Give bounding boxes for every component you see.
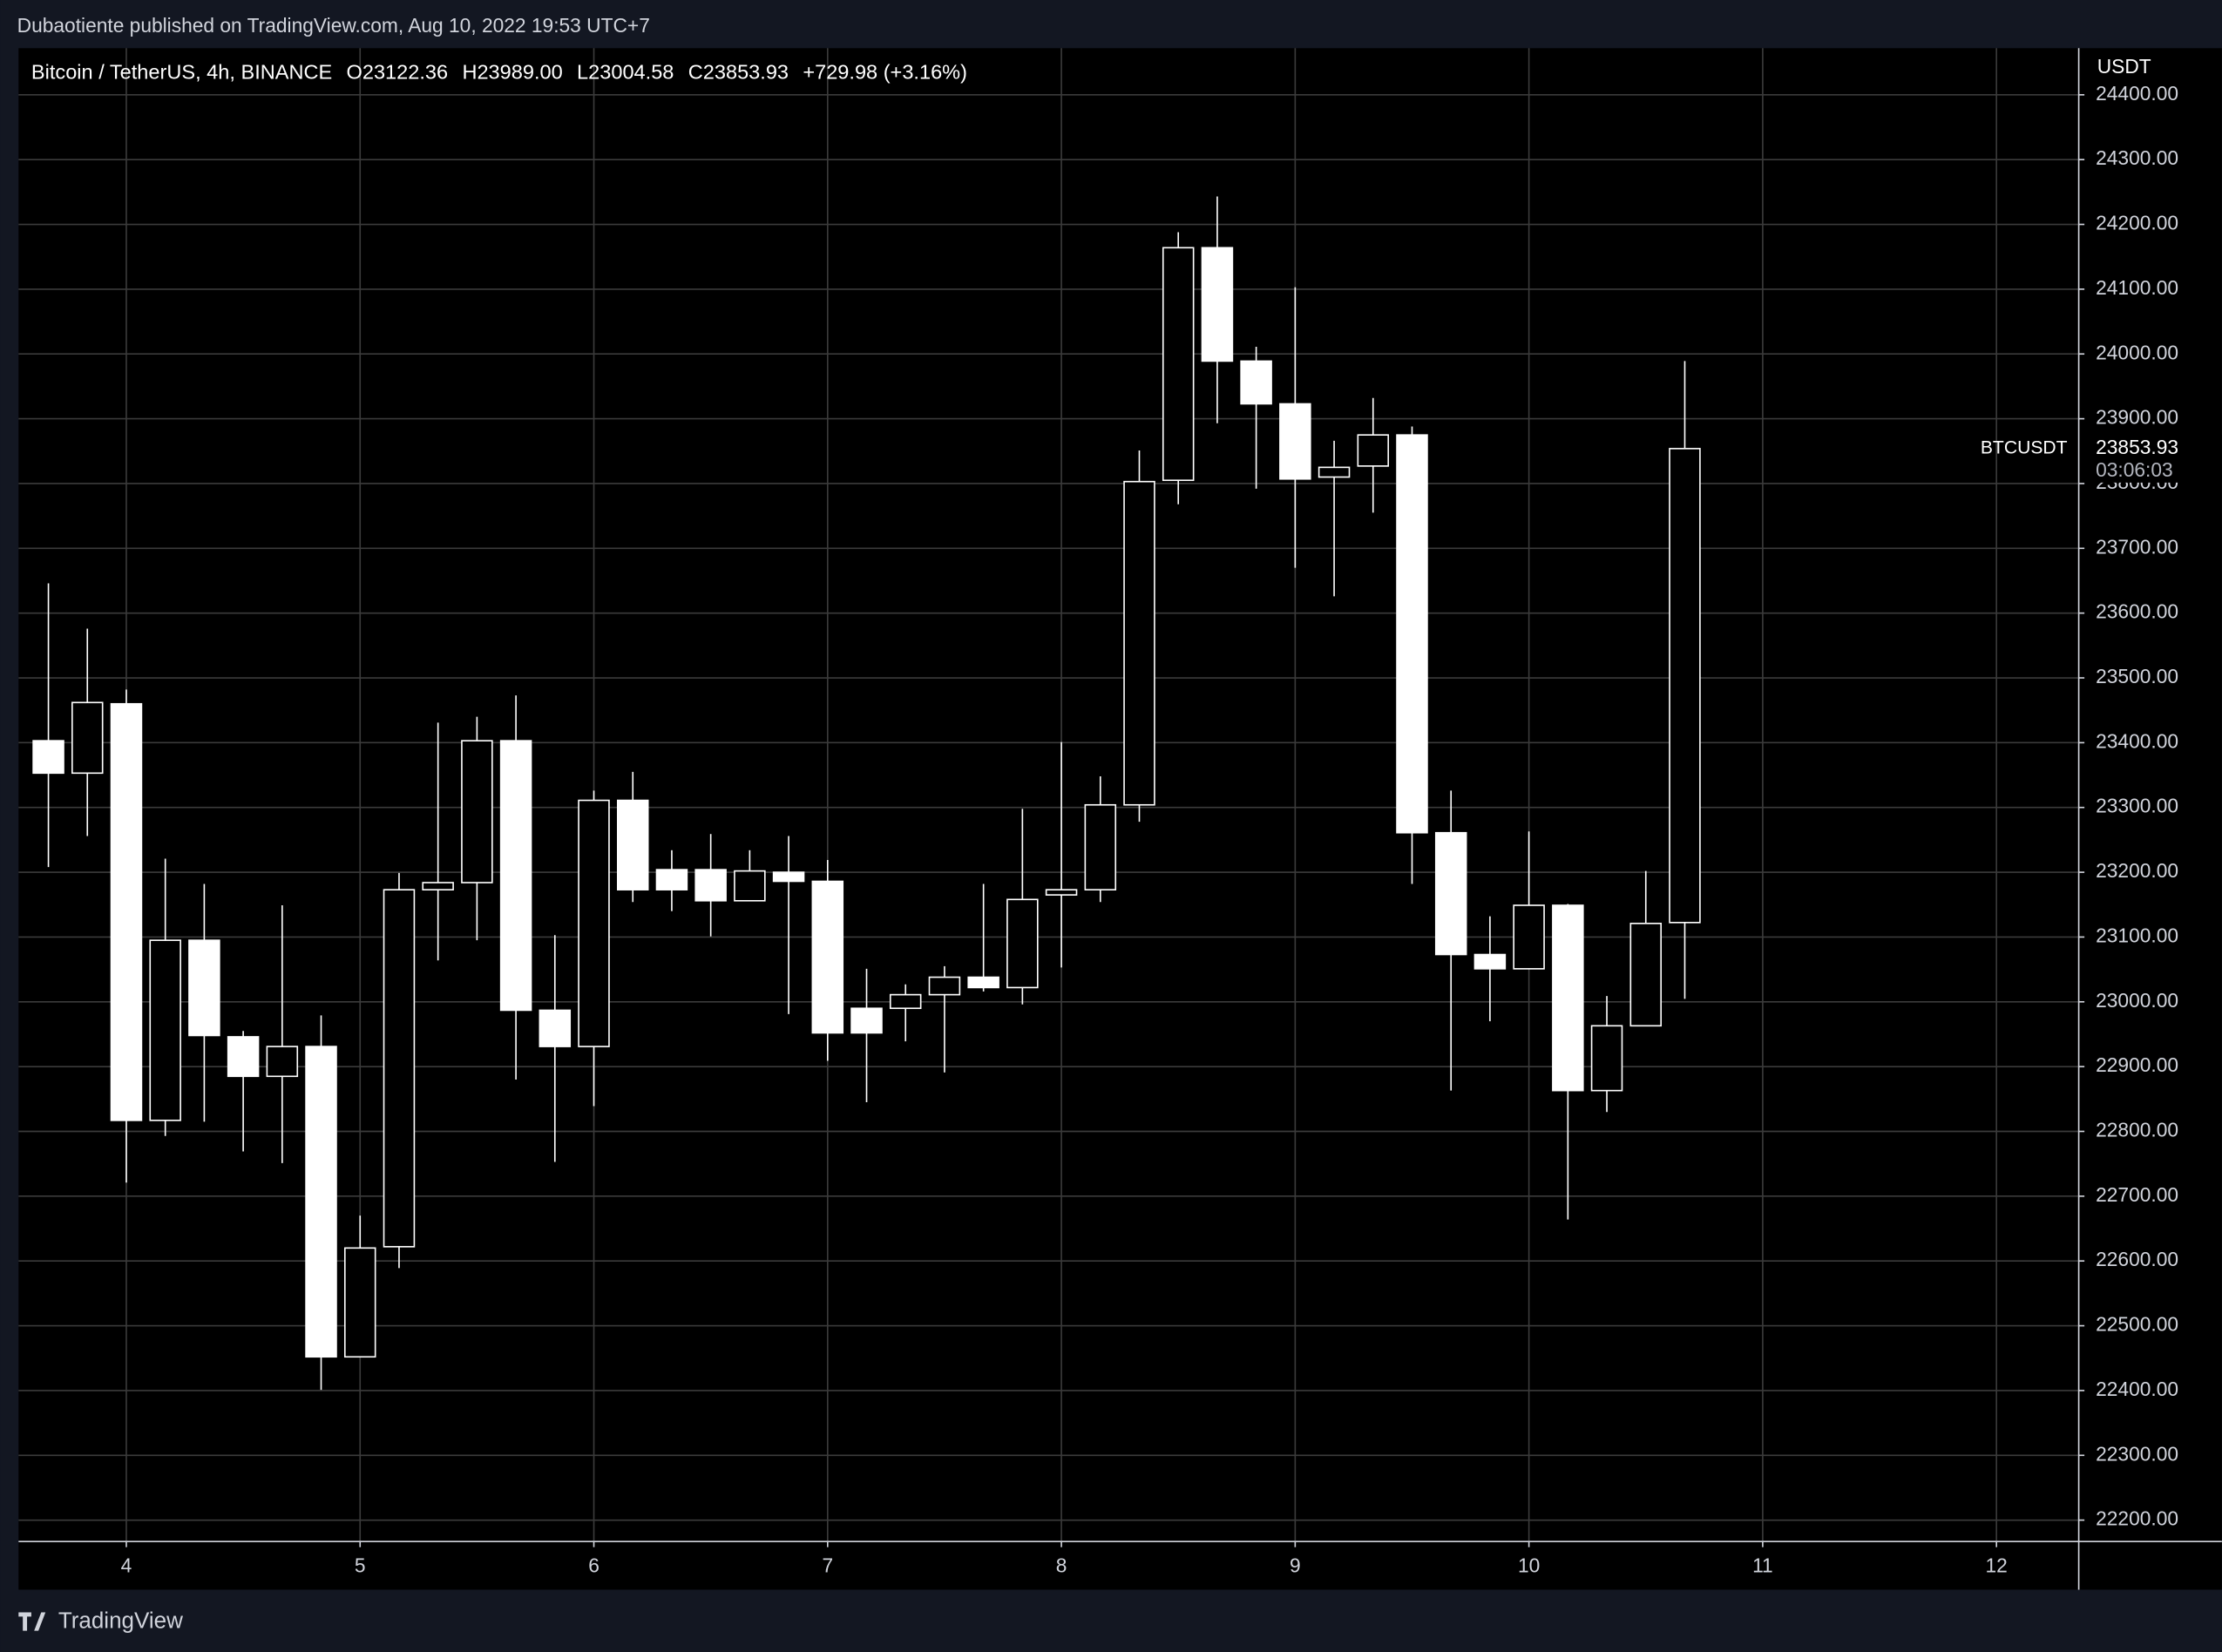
candle-body bbox=[1669, 448, 1701, 924]
legend-item: C23853.93 bbox=[688, 61, 789, 84]
candle-body bbox=[188, 939, 220, 1037]
y-tick-label: 22900.00 bbox=[2096, 1053, 2178, 1076]
y-tick-label: 22800.00 bbox=[2096, 1119, 2178, 1141]
y-tick-label: 23100.00 bbox=[2096, 924, 2178, 946]
candle-body bbox=[227, 1036, 260, 1078]
candle-body bbox=[1162, 247, 1195, 482]
legend-item: +729.98 (+3.16%) bbox=[803, 61, 967, 84]
candle-body bbox=[1240, 360, 1272, 405]
brand-logo bbox=[18, 1612, 46, 1631]
x-tick-label: 6 bbox=[588, 1554, 600, 1576]
price-unit: USDT bbox=[2097, 55, 2151, 78]
x-tick-label: 8 bbox=[1056, 1554, 1067, 1576]
candle-body bbox=[772, 871, 805, 883]
symbol-legend: Bitcoin / TetherUS, 4h, BINANCE O23122.3… bbox=[31, 61, 967, 84]
candle-body bbox=[71, 701, 104, 775]
candle-body bbox=[1084, 803, 1117, 890]
y-tick-label: 23300.00 bbox=[2096, 795, 2178, 817]
y-tick-label: 23700.00 bbox=[2096, 535, 2178, 558]
x-tick-label: 11 bbox=[1752, 1554, 1773, 1576]
y-tick-label: 22400.00 bbox=[2096, 1378, 2178, 1400]
y-tick-label: 24000.00 bbox=[2096, 341, 2178, 363]
legend-item: L23004.58 bbox=[577, 61, 674, 84]
candle-body bbox=[1396, 434, 1428, 834]
legend-item: H23989.00 bbox=[462, 61, 562, 84]
candles bbox=[32, 196, 1701, 1391]
brand-name: TradingView bbox=[58, 1608, 183, 1634]
candle-body bbox=[1123, 480, 1155, 806]
candle-body bbox=[110, 702, 143, 1121]
candle-body bbox=[734, 870, 766, 902]
candle-body bbox=[1552, 904, 1584, 1092]
candle-body bbox=[1201, 247, 1234, 362]
candle-body bbox=[422, 882, 454, 890]
candle-body bbox=[539, 1009, 572, 1047]
candle-body bbox=[1590, 1025, 1623, 1092]
y-tick-label: 23200.00 bbox=[2096, 859, 2178, 882]
x-tick-label: 10 bbox=[1518, 1554, 1540, 1576]
y-tick-label: 22700.00 bbox=[2096, 1183, 2178, 1206]
candle-body bbox=[149, 939, 181, 1121]
candle-body bbox=[889, 993, 922, 1010]
candle-body bbox=[343, 1247, 376, 1358]
y-tick-label: 22500.00 bbox=[2096, 1313, 2178, 1336]
y-tick-label: 23500.00 bbox=[2096, 665, 2178, 687]
candle-body bbox=[1629, 923, 1663, 1027]
x-tick-label: 5 bbox=[355, 1554, 366, 1576]
candle-body bbox=[32, 740, 64, 775]
publish-title: Dubaotiente published on TradingView.com… bbox=[17, 14, 650, 37]
candle-body bbox=[1357, 434, 1390, 467]
candle-body bbox=[266, 1046, 299, 1078]
y-tick-label: 24300.00 bbox=[2096, 146, 2178, 169]
candle-body bbox=[616, 799, 649, 890]
brand: TradingView bbox=[18, 1608, 183, 1634]
candle-body bbox=[967, 976, 999, 989]
axes: 24400.00 24300.00 24200.00 24100.00 24000.00… bbox=[121, 82, 2222, 1576]
y-tick-label: 22300.00 bbox=[2096, 1442, 2178, 1465]
candle-body bbox=[850, 1007, 883, 1034]
candle-body bbox=[1473, 953, 1507, 970]
y-tick-label: 23000.00 bbox=[2096, 989, 2178, 1012]
y-tick-label: 24100.00 bbox=[2096, 276, 2178, 299]
candle-body bbox=[1513, 904, 1545, 970]
y-tick-label: 23400.00 bbox=[2096, 729, 2178, 752]
x-tick-label: 7 bbox=[822, 1554, 833, 1576]
candle-body bbox=[499, 740, 532, 1012]
y-tick-label: 24400.00 bbox=[2096, 82, 2178, 105]
candle-body bbox=[1045, 889, 1078, 896]
y-tick-label: 22200.00 bbox=[2096, 1507, 2178, 1530]
y-tick-label: 24200.00 bbox=[2096, 212, 2178, 234]
x-tick-label: 9 bbox=[1290, 1554, 1301, 1576]
plot-area bbox=[18, 48, 2222, 1590]
candle-body bbox=[1006, 898, 1039, 989]
legend-item: Bitcoin / TetherUS, 4h, BINANCE bbox=[31, 61, 332, 84]
x-tick-label: 12 bbox=[1986, 1554, 2008, 1576]
candle-body bbox=[1434, 831, 1467, 956]
y-tick-label: 23900.00 bbox=[2096, 406, 2178, 429]
symbol-label: BTCUSDT bbox=[1981, 437, 2068, 457]
candle-body bbox=[578, 799, 610, 1047]
last-price-box bbox=[2080, 434, 2222, 483]
grid bbox=[18, 48, 2079, 1542]
y-tick-label: 22600.00 bbox=[2096, 1248, 2178, 1270]
last-price: 23853.93 bbox=[2096, 436, 2178, 458]
candle-body bbox=[383, 889, 416, 1248]
candle-body bbox=[811, 880, 844, 1034]
candle-body bbox=[694, 869, 727, 902]
countdown: 03:06:03 bbox=[2096, 458, 2173, 481]
candle-body bbox=[1279, 403, 1311, 480]
legend-item: O23122.36 bbox=[347, 61, 449, 84]
candle-body bbox=[1318, 466, 1351, 478]
candle-body bbox=[461, 740, 493, 884]
candle-body bbox=[655, 869, 688, 890]
candle-body bbox=[928, 976, 961, 996]
candle-body bbox=[305, 1046, 337, 1358]
x-tick-label: 4 bbox=[121, 1554, 132, 1576]
y-tick-label: 23600.00 bbox=[2096, 600, 2178, 623]
